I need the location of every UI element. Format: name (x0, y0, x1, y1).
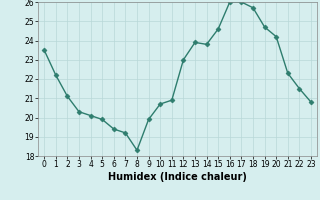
X-axis label: Humidex (Indice chaleur): Humidex (Indice chaleur) (108, 172, 247, 182)
